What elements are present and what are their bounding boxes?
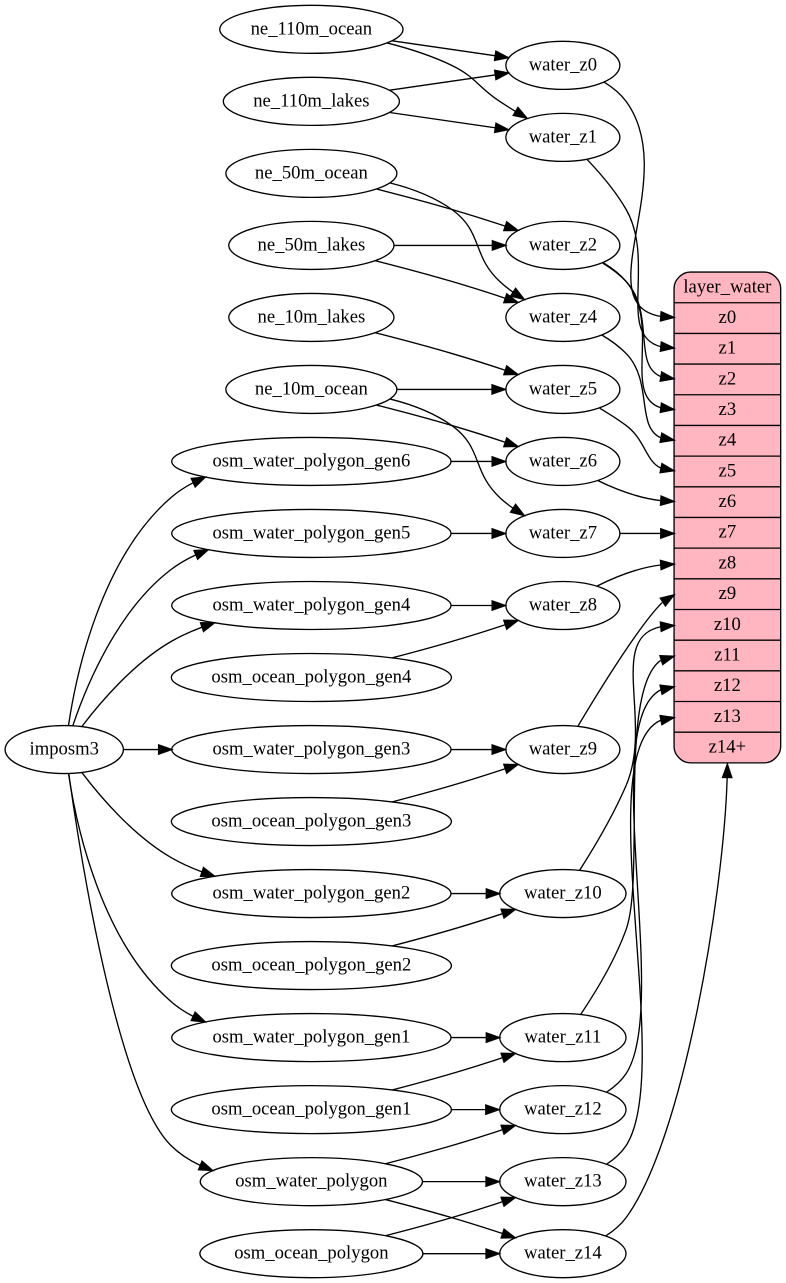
svg-text:water_z12: water_z12 xyxy=(524,1099,602,1120)
svg-text:osm_water_polygon_gen5: osm_water_polygon_gen5 xyxy=(212,522,410,543)
svg-text:water_z2: water_z2 xyxy=(529,234,597,255)
svg-text:z6: z6 xyxy=(719,491,737,512)
svg-text:osm_ocean_polygon_gen2: osm_ocean_polygon_gen2 xyxy=(211,955,411,976)
svg-text:water_z8: water_z8 xyxy=(529,594,597,615)
svg-text:z9: z9 xyxy=(719,583,737,604)
svg-text:ne_10m_ocean: ne_10m_ocean xyxy=(255,378,369,399)
svg-text:water_z5: water_z5 xyxy=(529,378,597,399)
svg-text:z5: z5 xyxy=(719,460,737,481)
svg-text:water_z7: water_z7 xyxy=(529,522,597,543)
svg-text:water_z9: water_z9 xyxy=(529,738,597,759)
svg-text:z14+: z14+ xyxy=(709,736,746,757)
svg-text:osm_water_polygon: osm_water_polygon xyxy=(235,1171,388,1192)
svg-text:ne_110m_ocean: ne_110m_ocean xyxy=(251,18,373,39)
svg-text:water_z11: water_z11 xyxy=(524,1027,601,1048)
svg-text:z1: z1 xyxy=(719,338,737,359)
svg-text:osm_ocean_polygon_gen1: osm_ocean_polygon_gen1 xyxy=(211,1099,411,1120)
svg-text:osm_water_polygon_gen4: osm_water_polygon_gen4 xyxy=(212,594,411,615)
svg-text:z2: z2 xyxy=(719,368,737,389)
svg-text:z3: z3 xyxy=(719,399,737,420)
svg-text:ne_110m_lakes: ne_110m_lakes xyxy=(253,90,369,111)
svg-text:water_z4: water_z4 xyxy=(529,306,598,327)
svg-text:osm_water_polygon_gen3: osm_water_polygon_gen3 xyxy=(212,738,410,759)
svg-text:ne_50m_ocean: ne_50m_ocean xyxy=(255,162,369,183)
svg-text:z8: z8 xyxy=(719,552,737,573)
svg-text:osm_ocean_polygon_gen3: osm_ocean_polygon_gen3 xyxy=(211,810,411,831)
svg-text:osm_ocean_polygon: osm_ocean_polygon xyxy=(234,1243,389,1264)
svg-text:z0: z0 xyxy=(719,307,737,328)
svg-text:z7: z7 xyxy=(719,522,737,543)
svg-text:imposm3: imposm3 xyxy=(30,738,99,759)
svg-text:z13: z13 xyxy=(714,706,741,727)
svg-text:water_z13: water_z13 xyxy=(524,1171,602,1192)
svg-text:water_z1: water_z1 xyxy=(529,126,597,147)
svg-text:water_z0: water_z0 xyxy=(529,54,597,75)
svg-text:z4: z4 xyxy=(719,430,737,451)
svg-text:layer_water: layer_water xyxy=(683,276,772,297)
svg-text:z12: z12 xyxy=(714,675,741,696)
svg-text:osm_ocean_polygon_gen4: osm_ocean_polygon_gen4 xyxy=(211,666,412,687)
svg-text:ne_50m_lakes: ne_50m_lakes xyxy=(258,234,366,255)
svg-text:water_z10: water_z10 xyxy=(524,882,602,903)
svg-text:z10: z10 xyxy=(714,614,741,635)
svg-text:osm_water_polygon_gen2: osm_water_polygon_gen2 xyxy=(212,882,410,903)
svg-text:osm_water_polygon_gen1: osm_water_polygon_gen1 xyxy=(212,1027,410,1048)
svg-text:osm_water_polygon_gen6: osm_water_polygon_gen6 xyxy=(212,450,410,471)
svg-text:z11: z11 xyxy=(714,644,740,665)
svg-text:water_z14: water_z14 xyxy=(524,1243,602,1264)
svg-text:water_z6: water_z6 xyxy=(529,450,597,471)
svg-text:ne_10m_lakes: ne_10m_lakes xyxy=(258,306,366,327)
